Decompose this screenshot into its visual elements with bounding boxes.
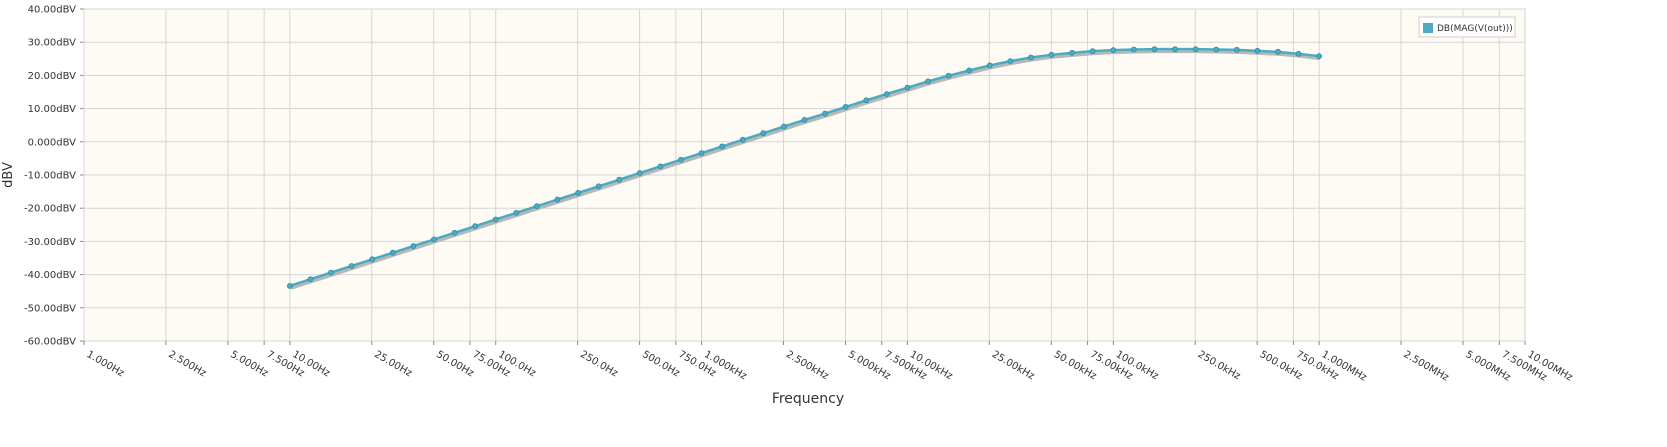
data-point — [966, 67, 973, 74]
y-tick-label: 0.000dBV — [28, 137, 77, 148]
data-point — [801, 116, 808, 123]
y-tick-label: -60.00dBV — [24, 337, 76, 348]
y-tick-label: 30.00dBV — [28, 38, 77, 49]
legend-swatch — [1423, 23, 1433, 33]
data-point — [348, 263, 355, 269]
x-tick-label: 5.000Hz — [228, 349, 269, 379]
x-tick-label: 250.0Hz — [578, 349, 619, 379]
data-point — [575, 190, 581, 196]
data-point — [678, 156, 684, 163]
data-point — [389, 249, 396, 256]
data-point — [369, 256, 376, 263]
data-point — [1233, 46, 1240, 53]
data-point — [1089, 48, 1096, 55]
data-point — [1028, 54, 1034, 61]
data-point — [1192, 46, 1199, 53]
x-tick-label: 2.500MHz — [1402, 349, 1451, 384]
data-point — [719, 143, 726, 150]
data-point — [472, 223, 479, 230]
data-point — [1048, 51, 1055, 58]
data-point — [883, 91, 890, 97]
data-point — [1151, 46, 1158, 53]
legend-label: DB(MAG(V(out))) — [1437, 24, 1513, 34]
data-point — [1110, 47, 1117, 54]
data-point — [1172, 46, 1178, 53]
data-point — [616, 176, 623, 183]
data-point — [1007, 58, 1014, 65]
y-tick-label: 40.00dBV — [28, 5, 77, 16]
data-point — [636, 170, 643, 176]
data-point — [822, 110, 828, 117]
y-tick-label: 10.00dBV — [28, 104, 77, 115]
x-axis-label: Frequency — [772, 391, 844, 407]
x-tick-label: 500.0Hz — [640, 349, 681, 379]
data-point — [781, 123, 787, 130]
y-tick-label: -40.00dBV — [24, 270, 76, 281]
data-point — [595, 183, 602, 190]
y-tick-label: 20.00dBV — [28, 71, 77, 82]
data-point — [842, 104, 849, 110]
data-point — [760, 130, 767, 137]
data-point — [1295, 50, 1302, 57]
data-point — [328, 269, 334, 276]
data-point — [925, 78, 931, 85]
y-tick-label: -30.00dBV — [24, 237, 76, 248]
data-point — [554, 196, 561, 203]
data-point — [286, 282, 293, 289]
data-point — [1069, 49, 1076, 56]
data-point — [863, 97, 870, 104]
data-point — [492, 216, 499, 223]
data-point — [307, 276, 314, 283]
data-point — [904, 84, 911, 91]
x-tick-label: 2.500Hz — [166, 349, 207, 379]
x-tick-label: 2.500kHz — [784, 349, 830, 382]
data-point — [945, 72, 952, 79]
data-point — [698, 150, 705, 156]
data-point — [1213, 46, 1220, 53]
data-point — [1275, 48, 1281, 55]
y-tick-label: -50.00dBV — [24, 303, 76, 314]
x-tick-label: 50.00Hz — [434, 349, 475, 379]
data-point — [1130, 46, 1137, 53]
data-point — [513, 209, 520, 216]
legend-box — [1418, 16, 1516, 38]
y-axis-label: dBV — [1, 162, 16, 188]
data-point — [431, 236, 437, 243]
data-point — [533, 203, 540, 210]
data-point — [657, 163, 664, 170]
x-tick-label: 25.00kHz — [990, 349, 1036, 382]
x-tick-label: 250.0kHz — [1196, 349, 1242, 382]
y-tick-label: -20.00dBV — [24, 204, 76, 215]
x-tick-label: 25.00Hz — [372, 349, 413, 379]
data-point — [1316, 53, 1323, 60]
data-point — [739, 136, 746, 143]
data-point — [1254, 47, 1261, 54]
data-point — [986, 62, 993, 69]
x-tick-label: 1.000Hz — [85, 349, 126, 379]
data-point — [410, 243, 417, 249]
y-tick-label: -10.00dBV — [24, 171, 76, 182]
data-point — [451, 229, 458, 236]
